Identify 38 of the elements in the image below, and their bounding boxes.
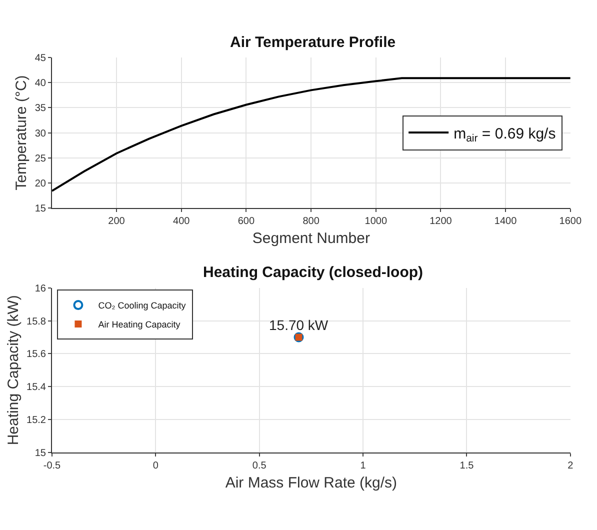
y-tick-label: 15.2 bbox=[26, 415, 46, 426]
chart-title: Air Temperature Profile bbox=[230, 34, 396, 51]
y-tick-label: 15.8 bbox=[26, 316, 46, 328]
y-tick-label: 25 bbox=[34, 153, 46, 164]
y-tick-label: 16 bbox=[34, 283, 46, 294]
x-tick-label: 1000 bbox=[364, 216, 388, 227]
x-tick-label: 0 bbox=[152, 460, 159, 472]
legend-label: CO₂ Cooling Capacity bbox=[98, 300, 186, 311]
y-tick-label: 35 bbox=[34, 103, 46, 114]
y-tick-label: 40 bbox=[34, 78, 46, 90]
y-tick-label: 45 bbox=[34, 53, 46, 64]
legend-label: m$_{air}$ = 0.69 kg/s bbox=[454, 125, 556, 145]
y-tick-label: 30 bbox=[34, 128, 46, 140]
x-tick-label: 2 bbox=[568, 460, 574, 472]
x-tick-label: 1 bbox=[360, 460, 366, 472]
x-tick-label: 1600 bbox=[559, 216, 582, 227]
x-tick-label: 1400 bbox=[494, 216, 518, 227]
chart-title: Heating Capacity (closed-loop) bbox=[203, 264, 424, 281]
x-tick-label: 800 bbox=[302, 216, 320, 227]
y-axis-title: Temperature (°C) bbox=[13, 75, 30, 190]
x-tick-label: 400 bbox=[173, 216, 190, 227]
x-axis-title: Segment Number bbox=[252, 230, 370, 247]
x-tick-label: 1.5 bbox=[460, 460, 474, 472]
y-axis-title: Heating Capacity (kW) bbox=[4, 295, 22, 446]
legend-label: Air Heating Capacity bbox=[98, 320, 181, 330]
x-tick-label: -0.5 bbox=[43, 460, 62, 472]
y-tick-label: 15.6 bbox=[26, 349, 46, 360]
y-tick-label: 15 bbox=[34, 204, 46, 214]
y-tick-label: 15.4 bbox=[26, 382, 46, 394]
y-tick-label: 15 bbox=[34, 448, 46, 459]
x-tick-label: 1200 bbox=[430, 216, 452, 227]
y-tick-label: 20 bbox=[34, 178, 46, 190]
x-tick-label: 200 bbox=[108, 216, 126, 227]
x-axis-title: Air Mass Flow Rate (kg/s) bbox=[225, 474, 398, 492]
annotation: 15.70 kW bbox=[269, 317, 329, 333]
x-tick-label: 0.5 bbox=[252, 460, 267, 472]
x-tick-label: 600 bbox=[238, 216, 255, 227]
line-series bbox=[52, 77, 570, 192]
